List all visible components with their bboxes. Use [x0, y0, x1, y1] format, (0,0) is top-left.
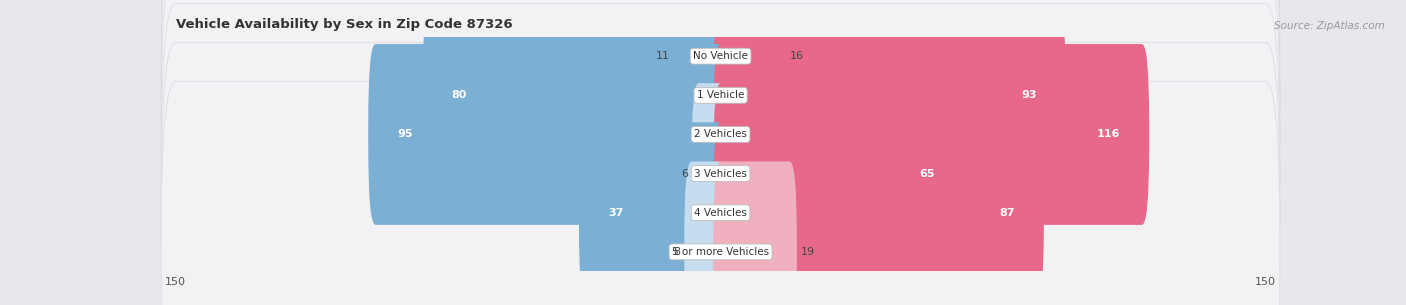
FancyBboxPatch shape	[162, 0, 1279, 226]
FancyBboxPatch shape	[423, 5, 728, 186]
Text: 6: 6	[681, 169, 688, 179]
Text: 65: 65	[920, 169, 935, 179]
Text: 19: 19	[800, 247, 814, 257]
Text: 1 Vehicle: 1 Vehicle	[697, 90, 744, 100]
Text: No Vehicle: No Vehicle	[693, 51, 748, 61]
FancyBboxPatch shape	[692, 83, 728, 264]
FancyBboxPatch shape	[368, 44, 728, 225]
FancyBboxPatch shape	[713, 5, 1066, 186]
FancyBboxPatch shape	[162, 3, 1279, 305]
Text: 116: 116	[1097, 129, 1121, 139]
FancyBboxPatch shape	[162, 0, 1279, 305]
Text: 8: 8	[673, 247, 681, 257]
FancyBboxPatch shape	[673, 0, 728, 147]
Text: Source: ZipAtlas.com: Source: ZipAtlas.com	[1274, 21, 1385, 31]
Text: 4 Vehicles: 4 Vehicles	[695, 208, 747, 218]
Text: Vehicle Availability by Sex in Zip Code 87326: Vehicle Availability by Sex in Zip Code …	[176, 18, 512, 31]
FancyBboxPatch shape	[713, 122, 1043, 303]
Text: 37: 37	[607, 208, 623, 218]
Text: 2 Vehicles: 2 Vehicles	[695, 129, 747, 139]
Text: 3 Vehicles: 3 Vehicles	[695, 169, 747, 179]
Text: 11: 11	[655, 51, 669, 61]
Text: 95: 95	[398, 129, 413, 139]
FancyBboxPatch shape	[713, 83, 965, 264]
FancyBboxPatch shape	[685, 161, 728, 305]
FancyBboxPatch shape	[162, 82, 1279, 305]
Text: 93: 93	[1021, 90, 1036, 100]
Text: 87: 87	[1000, 208, 1015, 218]
FancyBboxPatch shape	[579, 122, 728, 303]
FancyBboxPatch shape	[713, 161, 797, 305]
FancyBboxPatch shape	[162, 0, 1279, 266]
Text: 80: 80	[451, 90, 467, 100]
Text: 5 or more Vehicles: 5 or more Vehicles	[672, 247, 769, 257]
FancyBboxPatch shape	[713, 44, 1149, 225]
Text: 16: 16	[790, 51, 804, 61]
FancyBboxPatch shape	[162, 42, 1279, 305]
FancyBboxPatch shape	[713, 0, 786, 147]
